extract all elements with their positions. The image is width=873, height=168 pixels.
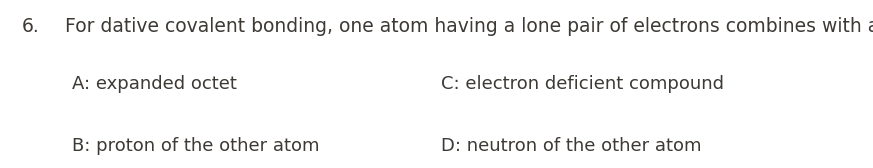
- Text: B: proton of the other atom: B: proton of the other atom: [72, 137, 320, 155]
- Text: 6.: 6.: [22, 17, 39, 36]
- Text: For dative covalent bonding, one atom having a lone pair of electrons combines w: For dative covalent bonding, one atom ha…: [65, 17, 873, 36]
- Text: C: electron deficient compound: C: electron deficient compound: [441, 75, 724, 93]
- Text: D: neutron of the other atom: D: neutron of the other atom: [441, 137, 701, 155]
- Text: A: expanded octet: A: expanded octet: [72, 75, 237, 93]
